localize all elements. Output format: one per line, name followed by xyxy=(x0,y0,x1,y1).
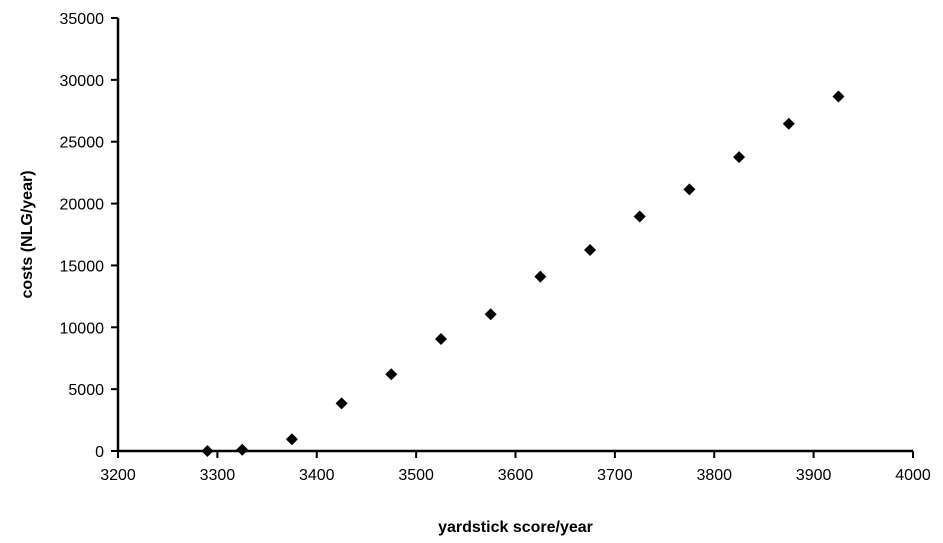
y-tick-label: 20000 xyxy=(60,197,105,214)
data-point xyxy=(484,308,497,321)
y-tick-label: 35000 xyxy=(60,11,105,28)
chart-axes xyxy=(116,18,913,453)
y-tick-label: 0 xyxy=(95,444,104,461)
x-axis-title: yardstick score/year xyxy=(438,519,593,536)
y-axis-ticks: 0 5000 10000 15000 20000 25000 30000 35000 xyxy=(60,11,118,461)
data-point xyxy=(733,151,746,164)
data-point xyxy=(236,443,249,456)
data-point xyxy=(832,90,845,103)
x-tick-label: 3900 xyxy=(796,467,832,484)
data-point xyxy=(633,210,646,223)
x-tick-label: 3800 xyxy=(696,467,732,484)
x-tick-label: 3500 xyxy=(398,467,434,484)
x-tick-label: 3700 xyxy=(597,467,633,484)
x-tick-label: 3200 xyxy=(100,467,136,484)
data-point xyxy=(584,243,597,256)
data-point xyxy=(285,433,298,446)
data-point xyxy=(201,445,214,457)
data-point xyxy=(335,397,348,410)
y-tick-label: 5000 xyxy=(68,382,104,399)
x-tick-label: 3300 xyxy=(200,467,236,484)
data-points xyxy=(201,90,845,457)
data-point xyxy=(534,270,547,283)
y-axis-title: costs (NLG/year) xyxy=(19,170,36,298)
data-point xyxy=(385,368,398,381)
data-point xyxy=(782,117,795,130)
x-tick-label: 4000 xyxy=(895,467,931,484)
x-axis-ticks: 3200 3300 3400 3500 3600 3700 3800 3900 4000 xyxy=(100,451,931,484)
y-tick-label: 25000 xyxy=(60,135,105,152)
y-tick-label: 15000 xyxy=(60,258,105,275)
data-point xyxy=(683,183,696,196)
y-tick-label: 10000 xyxy=(60,320,105,337)
x-tick-label: 3400 xyxy=(299,467,335,484)
data-point xyxy=(434,333,447,346)
x-tick-label: 3600 xyxy=(498,467,534,484)
y-tick-label: 30000 xyxy=(60,73,105,90)
